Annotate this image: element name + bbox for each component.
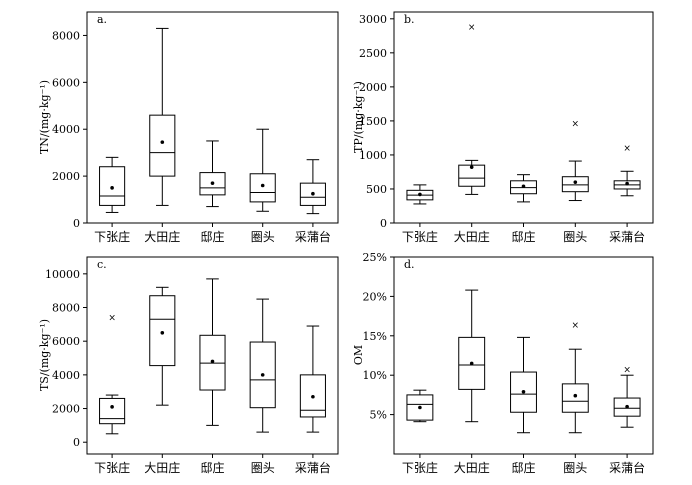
category-label: 下张庄: [402, 229, 438, 244]
y-tick-label: 2000: [359, 81, 387, 94]
y-tick-label: 0: [380, 217, 387, 230]
y-tick-label: 500: [366, 183, 387, 196]
y-tick-label: 15%: [363, 330, 387, 343]
category-label: 大田庄: [454, 229, 490, 244]
category-label: 采蒲台: [609, 460, 645, 475]
y-tick-label: 8000: [52, 302, 80, 315]
mean-point: [469, 361, 474, 366]
mean-point: [625, 181, 629, 186]
mean-point: [418, 192, 422, 197]
y-tick-label: 6000: [52, 335, 80, 348]
y-axis-label: TP/(mg·kg⁻¹): [352, 81, 365, 153]
box-iqr: [149, 295, 176, 367]
mean-point: [521, 184, 526, 189]
mean-point: [110, 405, 114, 409]
mean-point: [160, 330, 165, 335]
box-iqr: [99, 397, 126, 425]
y-tick-label: 4000: [52, 369, 80, 382]
y-tick-label: 2000: [52, 403, 80, 416]
category-label: 采蒲台: [295, 460, 331, 475]
category-label: 邸庄: [511, 229, 535, 244]
box-iqr: [561, 176, 589, 193]
category-label: 采蒲台: [609, 229, 645, 244]
mean-point: [260, 373, 265, 377]
y-tick-label: 2000: [52, 170, 80, 183]
mean-point: [260, 183, 265, 188]
outlier-point: ×: [572, 321, 580, 331]
panel-label: c.: [97, 258, 107, 271]
mean-point: [469, 165, 474, 169]
y-tick-label: 5%: [370, 409, 387, 422]
category-label: 采蒲台: [295, 229, 331, 244]
mean-point: [160, 140, 165, 144]
category-label: 大田庄: [144, 460, 180, 475]
y-tick-label: 25%: [363, 251, 387, 264]
mean-point: [210, 181, 215, 185]
outlier-point: ×: [623, 144, 631, 154]
y-tick-label: 4000: [52, 123, 80, 136]
category-label: 邸庄: [511, 460, 535, 475]
mean-point: [573, 180, 578, 184]
box-iqr: [149, 114, 176, 177]
mean-point: [110, 186, 114, 190]
mean-point: [311, 191, 315, 196]
y-tick-label: 8000: [52, 29, 80, 42]
mean-point: [311, 394, 315, 399]
category-label: 下张庄: [94, 460, 130, 475]
outlier-point: ×: [623, 366, 631, 376]
category-label: 下张庄: [94, 229, 130, 244]
box-iqr: [249, 173, 276, 203]
mean-point: [521, 389, 526, 394]
outlier-point: ×: [572, 120, 580, 130]
category-label: 圈头: [563, 461, 587, 475]
category-label: 下张庄: [402, 460, 438, 475]
y-axis-label: TS/(mg·kg⁻¹): [38, 319, 51, 391]
y-axis-label: OM: [352, 345, 365, 365]
y-tick-label: 0: [73, 436, 80, 449]
outlier-point: ×: [468, 23, 476, 33]
category-label: 圈头: [251, 230, 275, 244]
panel-label: d.: [404, 258, 415, 271]
category-label: 邸庄: [200, 460, 224, 475]
y-tick-label: 10%: [363, 369, 387, 382]
panel-label: a.: [97, 13, 107, 26]
outlier-point: ×: [108, 314, 116, 324]
mean-point: [573, 393, 578, 398]
y-tick-label: 20%: [363, 290, 387, 303]
category-label: 圈头: [251, 461, 275, 475]
y-tick-label: 2500: [359, 47, 387, 60]
y-axis-label: TN/(mg·kg⁻¹): [38, 80, 51, 154]
y-tick-label: 1500: [359, 115, 387, 128]
mean-point: [418, 405, 422, 410]
mean-point: [625, 404, 629, 409]
category-label: 圈头: [563, 230, 587, 244]
y-tick-label: 6000: [52, 76, 80, 89]
box-iqr: [561, 383, 589, 413]
y-tick-label: 0: [73, 217, 80, 230]
panel-label: b.: [404, 13, 415, 26]
category-label: 邸庄: [200, 229, 224, 244]
box-iqr: [458, 164, 486, 187]
y-tick-label: 10000: [45, 268, 80, 281]
y-tick-label: 3000: [359, 13, 387, 26]
category-label: 大田庄: [144, 229, 180, 244]
mean-point: [210, 359, 215, 364]
y-tick-label: 1000: [359, 149, 387, 162]
category-label: 大田庄: [454, 460, 490, 475]
